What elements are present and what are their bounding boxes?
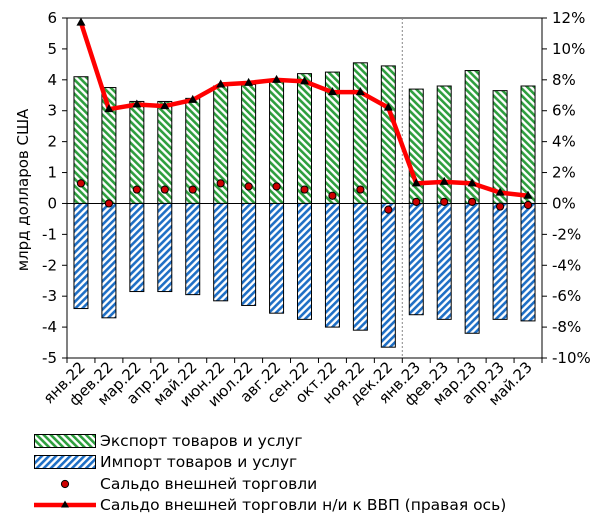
export-bar <box>380 65 396 204</box>
y-tick-label: 1 <box>47 164 57 182</box>
gdp-share-marker <box>495 187 505 196</box>
balance-dot <box>188 185 197 194</box>
plot-area: -5 -4 -3 -2 -1 0 1 2 3 4 5 6 -10% -8% -6% -4% -2% 0% 2% 4% 6… <box>40 9 591 410</box>
balance-dot <box>244 182 253 191</box>
gdp-share-marker <box>244 77 254 86</box>
y2-tick-label: -10% <box>552 349 591 367</box>
balance-dot <box>132 185 141 194</box>
import-bar <box>241 202 257 306</box>
y-axis-title-group: млрд долларов США <box>14 108 32 271</box>
gdp-share-marker <box>523 190 533 199</box>
y-tick-label: 4 <box>47 71 57 89</box>
balance-dot <box>440 197 449 207</box>
import-bar <box>101 202 117 319</box>
legend-item-balance: Сальдо внешней торговли <box>34 473 506 495</box>
balance-dot <box>412 197 421 207</box>
y-tick-label: -3 <box>42 287 57 305</box>
import-bar <box>269 202 285 314</box>
y2-tick-label: 10% <box>552 40 585 58</box>
y2-tick-label: -4% <box>552 256 581 274</box>
import-bar <box>185 202 201 296</box>
legend-label-balance: Сальдо внешней торговли <box>100 474 318 493</box>
legend-item-export: Экспорт товаров и услуг <box>34 430 506 452</box>
y-tick-label: -4 <box>42 318 57 336</box>
balance-dot <box>495 202 505 211</box>
export-bar <box>436 85 452 204</box>
balance-dot <box>76 179 86 188</box>
gdp-share-marker <box>104 104 114 113</box>
y2-tick-label: 12% <box>552 9 585 27</box>
y-tick-label: 0 <box>47 194 57 212</box>
balance-dot <box>300 185 309 194</box>
y2-tick-label: 4% <box>552 133 576 151</box>
legend: Экспорт товаров и услуг Импорт товаров и… <box>34 430 506 516</box>
import-bar <box>408 202 424 316</box>
y-tick-label: 6 <box>47 9 57 27</box>
balance-dot <box>216 179 225 188</box>
legend-label-export: Экспорт товаров и услуг <box>100 431 303 450</box>
gdp-share-marker <box>300 76 309 85</box>
y-tick-label: -1 <box>42 225 57 243</box>
import-bar <box>157 202 173 293</box>
gdp-share-marker <box>272 74 282 83</box>
balance-dot <box>104 199 114 208</box>
y2-tick-label: 6% <box>552 102 576 120</box>
gdp-share-marker <box>160 101 170 110</box>
y-tick-label: -5 <box>42 349 57 367</box>
legend-swatch-balance-gdp <box>34 498 96 512</box>
legend-swatch-export <box>34 433 96 448</box>
legend-label-balance-gdp: Сальдо внешней торговли н/и к ВВП (права… <box>100 496 507 515</box>
gdp-share-marker <box>467 178 477 187</box>
y-tick-label: -2 <box>42 256 57 274</box>
export-bar <box>352 62 368 204</box>
export-bar <box>520 85 536 204</box>
import-bar <box>464 202 480 334</box>
import-bar <box>352 202 368 331</box>
import-bar <box>297 202 312 320</box>
y-tick-label: 5 <box>47 40 57 58</box>
import-bar <box>129 202 145 293</box>
export-bar <box>297 73 312 204</box>
balance-dot <box>523 200 533 210</box>
legend-swatch-balance <box>34 477 96 491</box>
balance-dot <box>468 197 477 207</box>
plot-frame <box>66 17 543 359</box>
y-tick-label: 2 <box>47 133 57 151</box>
gdp-share-marker <box>355 87 365 96</box>
balance-dot <box>384 205 393 214</box>
legend-swatch-import <box>34 455 96 470</box>
y2-tick-label: -8% <box>552 318 581 336</box>
gdp-share-marker <box>216 79 226 88</box>
y-axis-title: млрд долларов США <box>14 108 32 271</box>
legend-item-import: Импорт товаров и услуг <box>34 452 506 474</box>
y-tick-label: 3 <box>47 102 57 120</box>
balance-dot <box>356 185 365 194</box>
gdp-share-marker <box>76 17 86 26</box>
export-bar <box>492 90 508 204</box>
import-bar <box>213 202 229 302</box>
y2-tick-label: -2% <box>552 225 581 243</box>
import-bar <box>380 202 396 348</box>
gdp-share-marker <box>188 94 198 103</box>
import-bar <box>492 202 508 320</box>
legend-label-import: Импорт товаров и услуг <box>100 453 298 472</box>
y2-tick-label: 2% <box>552 164 576 182</box>
gdp-share-marker <box>132 99 142 108</box>
import-bar <box>73 202 89 310</box>
import-bar <box>324 202 340 328</box>
legend-item-balance-gdp: Сальдо внешней торговли н/и к ВВП (права… <box>34 495 506 517</box>
gdp-share-marker <box>439 176 449 185</box>
chart: млрд долларов США -5-4-3-2-10123456-10%-… <box>14 9 591 410</box>
import-bar <box>436 202 452 320</box>
y2-tick-label: 8% <box>552 71 576 89</box>
gdp-share-marker <box>327 87 337 96</box>
balance-dot <box>160 185 169 194</box>
gdp-share-marker <box>383 102 393 111</box>
y2-tick-label: -6% <box>552 287 581 305</box>
balance-dot <box>328 191 337 200</box>
gdp-share-marker <box>411 178 421 187</box>
y2-tick-label: 0% <box>552 194 576 212</box>
import-bar <box>520 202 536 322</box>
balance-dot <box>272 182 281 191</box>
